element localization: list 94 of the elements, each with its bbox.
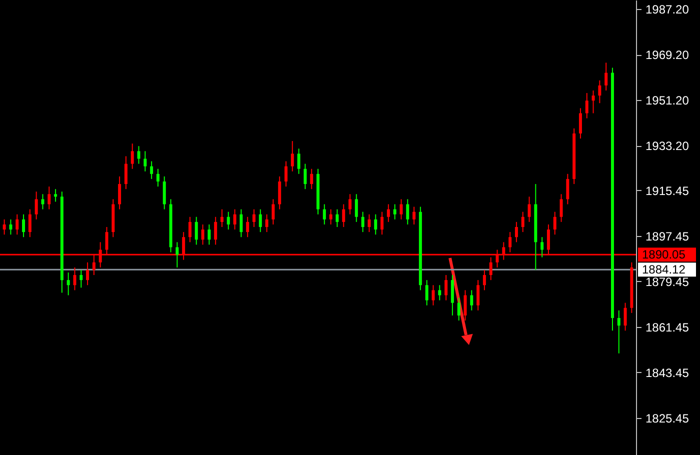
candlestick	[560, 194, 563, 222]
candlestick	[80, 269, 83, 288]
candlestick	[444, 274, 448, 301]
candlestick	[156, 168, 160, 188]
candlestick	[272, 198, 275, 225]
ref-line-label: 1890.05	[642, 248, 686, 262]
y-tick-label: 1897.45	[646, 229, 690, 244]
candlestick	[329, 208, 332, 225]
candlestick	[284, 160, 288, 188]
candlestick	[361, 211, 364, 233]
candlestick	[150, 160, 154, 180]
candlestick	[28, 208, 32, 238]
candlestick	[41, 194, 44, 210]
candlestick	[137, 146, 140, 164]
candlestick	[380, 211, 384, 236]
candlestick	[73, 266, 76, 291]
candlestick	[16, 214, 19, 236]
candlestick	[220, 208, 224, 228]
candlestick	[86, 262, 90, 286]
candlestick	[566, 173, 570, 205]
candlestick	[374, 214, 378, 236]
candlestick	[521, 211, 524, 233]
candlestick	[144, 150, 147, 172]
candlestick	[400, 198, 403, 220]
candlestick	[617, 310, 620, 354]
candlestick	[457, 297, 460, 322]
y-tick-label: 1987.20	[646, 2, 690, 17]
candlestick	[540, 236, 544, 258]
candlestick	[393, 204, 396, 220]
candlestick	[354, 194, 358, 222]
candlestick	[66, 272, 70, 296]
candlestick	[233, 208, 236, 230]
y-tick-label: 1969.20	[646, 48, 690, 62]
candlestick	[208, 224, 211, 246]
y-tick-label: 1933.20	[646, 139, 690, 154]
candlestick	[54, 188, 58, 202]
candlestick	[226, 211, 230, 230]
candlestick	[470, 290, 474, 311]
candlestick	[2, 218, 6, 236]
candlestick	[585, 92, 588, 119]
candlestick	[290, 140, 294, 172]
candlestick	[578, 108, 582, 140]
candlestick	[246, 216, 250, 238]
candlestick	[528, 196, 531, 222]
candlestick	[598, 80, 602, 104]
candlestick	[464, 290, 467, 322]
candlestick	[297, 148, 300, 174]
candlestick	[304, 163, 307, 190]
y-tick-label: 1861.45	[646, 320, 690, 334]
y-tick-label: 1843.45	[646, 366, 690, 380]
candlestick	[406, 198, 410, 225]
candlestick	[438, 284, 442, 301]
candlestick	[214, 216, 218, 246]
candlestick	[176, 242, 179, 268]
candlestick	[48, 186, 51, 210]
candlestick	[130, 143, 134, 170]
candlestick	[348, 194, 352, 215]
candlestick	[310, 168, 314, 190]
candlestick	[188, 216, 192, 243]
candlestick	[252, 208, 256, 228]
candlestick	[9, 218, 12, 236]
candlestick	[240, 208, 243, 238]
candlestick	[342, 204, 346, 228]
y-tick-label: 1879.45	[646, 274, 690, 289]
candlestick	[425, 280, 428, 306]
candlestick	[624, 302, 627, 332]
candlestick	[265, 214, 268, 233]
candlestick	[514, 221, 518, 243]
y-tick-label: 1825.45	[646, 411, 690, 426]
candlestick	[604, 62, 608, 91]
candlestick	[368, 214, 371, 233]
candlestick	[553, 211, 556, 236]
candlestick	[592, 90, 595, 114]
candlestick	[201, 224, 204, 246]
y-tick-label: 1951.20	[646, 94, 690, 108]
candlestick	[22, 214, 26, 238]
candlestick	[34, 191, 38, 220]
y-tick-label: 1915.45	[646, 184, 690, 198]
candlestick	[482, 269, 486, 291]
candlestick	[162, 176, 166, 210]
candlestick	[489, 256, 492, 281]
candlestick	[194, 216, 198, 246]
candlestick	[322, 204, 326, 225]
ref-line-label: 1884.12	[642, 262, 686, 277]
candlestick	[432, 284, 435, 306]
candlestick	[278, 176, 282, 210]
candlestick	[476, 280, 480, 311]
candlestick	[386, 204, 390, 222]
candlestick	[412, 206, 416, 225]
candlestick	[450, 274, 454, 316]
candlestick	[336, 208, 339, 228]
candlestick	[124, 156, 128, 190]
candlestick	[258, 208, 262, 233]
candlestick	[118, 176, 122, 210]
